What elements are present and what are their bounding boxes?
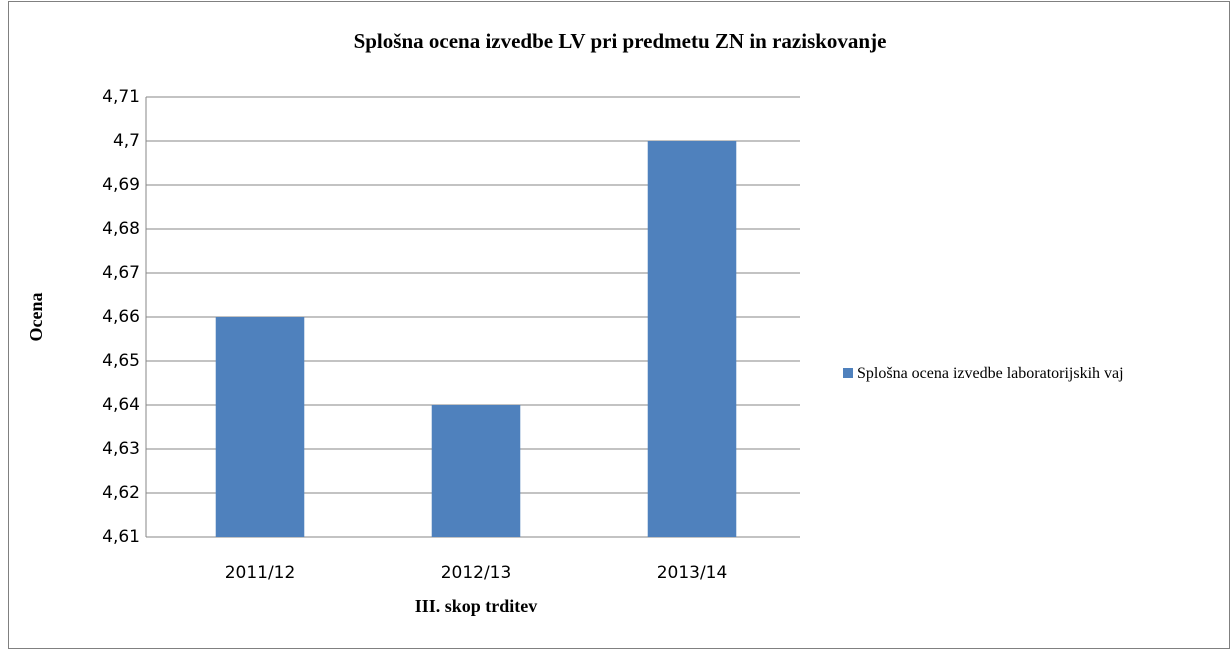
bar: [431, 405, 521, 537]
y-tick-label: 4,69: [102, 175, 140, 195]
x-tick-label: 2013/14: [657, 563, 728, 583]
bar: [647, 141, 737, 537]
y-tick-label: 4,64: [102, 395, 140, 415]
y-tick-label: 4,7: [113, 131, 140, 151]
y-axis-label: Ocena: [26, 293, 46, 342]
y-tick-label: 4,61: [102, 527, 140, 547]
y-tick-label: 4,62: [102, 483, 140, 503]
legend-swatch: [843, 368, 853, 378]
y-tick-label: 4,65: [102, 351, 140, 371]
chart-title: Splošna ocena izvedbe LV pri predmetu ZN…: [354, 29, 887, 53]
legend-label: Splošna ocena izvedbe laboratorijskih va…: [857, 365, 1124, 382]
legend: Splošna ocena izvedbe laboratorijskih va…: [843, 363, 1143, 385]
y-tick-label: 4,71: [102, 87, 140, 107]
x-tick-label: 2012/13: [441, 563, 512, 583]
x-tick-label: 2011/12: [225, 563, 296, 583]
y-tick-label: 4,66: [102, 307, 140, 327]
x-axis-label: III. skop trditev: [415, 596, 538, 616]
y-tick-label: 4,63: [102, 439, 140, 459]
y-tick-label: 4,67: [102, 263, 140, 283]
y-tick-label: 4,68: [102, 219, 140, 239]
bar: [215, 317, 305, 537]
chart-frame: [8, 1, 1230, 649]
